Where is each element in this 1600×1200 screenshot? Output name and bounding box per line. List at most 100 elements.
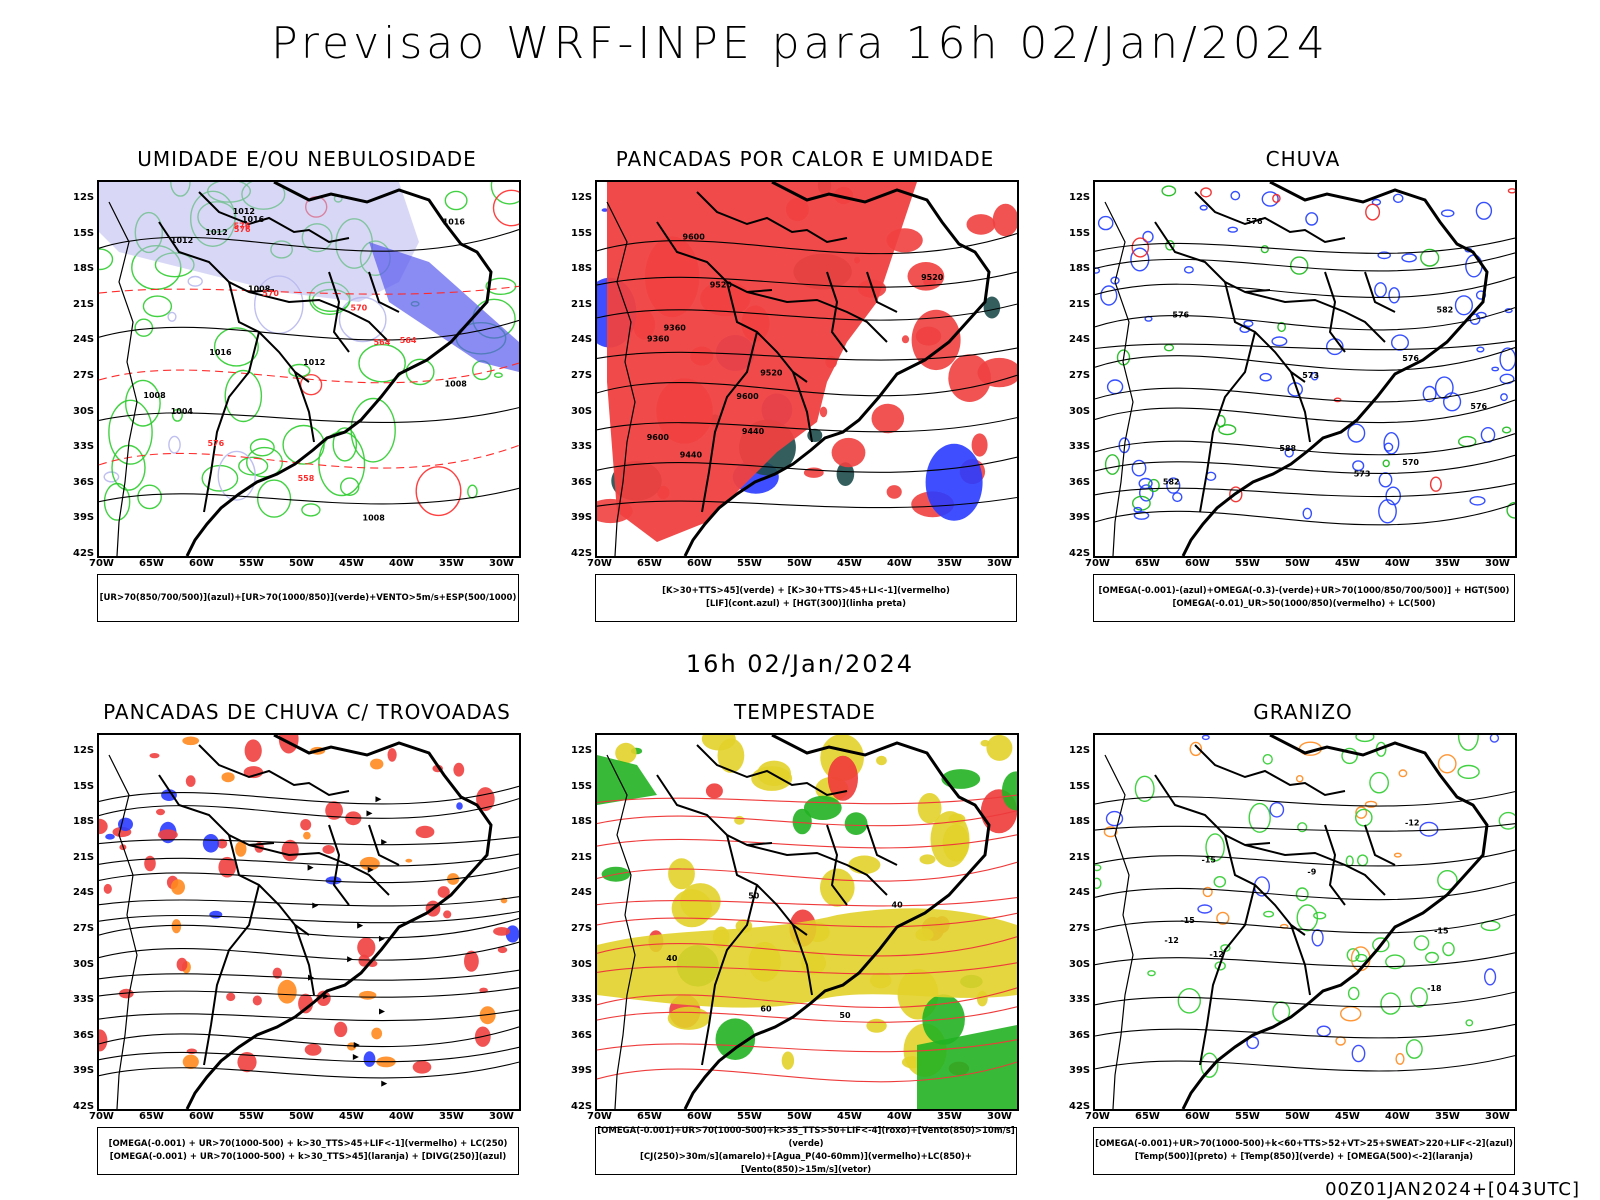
contour-value-label: 1004 <box>171 407 194 416</box>
contour-line <box>99 362 519 384</box>
contour-line <box>597 987 1017 1008</box>
country-border <box>792 371 813 443</box>
shaded-region <box>345 811 362 826</box>
contour-line <box>99 785 519 805</box>
shaded-region <box>1498 811 1515 830</box>
contour-value-label: 1012 <box>303 358 325 367</box>
shaded-region <box>1295 775 1304 783</box>
longitude-tick-label: 70W <box>89 1111 114 1122</box>
shaded-region <box>1355 953 1368 963</box>
coastline <box>683 735 991 1109</box>
contour-value-label: 1016 <box>443 218 466 227</box>
streamline-arrow <box>312 902 319 909</box>
shaded-region <box>1437 754 1457 774</box>
shaded-region <box>734 815 745 825</box>
latitude-tick-label: 12S <box>571 745 593 756</box>
shaded-region <box>202 834 219 853</box>
shaded-region <box>103 482 131 521</box>
shaded-region <box>1354 808 1373 827</box>
contour-line <box>1095 346 1515 371</box>
shaded-region <box>1262 753 1273 765</box>
legend-line: [CJ(250)>30m/s](amarelo)+[Agua_P(40-60mm… <box>639 1152 973 1175</box>
longitude-tick-label: 55W <box>1235 558 1260 569</box>
contour-line <box>99 319 519 341</box>
country-border <box>228 834 310 936</box>
latitude-tick-label: 18S <box>571 263 593 275</box>
shaded-region <box>1097 215 1114 231</box>
latitude-tick-label: 12S <box>73 192 95 203</box>
latitude-tick-label: 18S <box>73 263 95 275</box>
contour-line <box>1095 340 1515 351</box>
contour-value-label: 1012 <box>205 228 227 237</box>
legend-line: [Temp(500)](preto) + [Temp(850)](verde) … <box>1134 1152 1474 1162</box>
shaded-region <box>125 379 161 427</box>
shaded-region <box>1457 735 1479 751</box>
country-border <box>203 884 260 1066</box>
shaded-region <box>1131 237 1150 258</box>
latitude-tick-label: 21S <box>73 851 95 863</box>
latitude-tick-label: 15S <box>1069 227 1091 239</box>
streamline-arrow <box>367 866 374 873</box>
shaded-region <box>1213 875 1227 888</box>
country-border <box>1199 331 1256 513</box>
contour-line <box>597 271 1017 288</box>
longitude-tick-label: 35W <box>439 1111 464 1122</box>
panel-legend: [K>30+TTS>45](verde) + [K>30+TTS>45+LI<-… <box>595 574 1017 622</box>
latitude-tick-label: 30S <box>73 958 95 970</box>
panel-legend: [OMEGA(-0.001) + UR>70(1000-500) + k>30_… <box>97 1127 519 1175</box>
country-border <box>1154 774 1271 847</box>
longitude-tick-label: 70W <box>587 1111 612 1122</box>
contour-line <box>597 347 1017 361</box>
contour-value-label: 40 <box>666 954 678 963</box>
contour-line <box>1095 914 1515 934</box>
contour-line <box>1095 454 1515 474</box>
contour-line <box>597 861 1017 882</box>
longitude-tick-label: 40W <box>1385 1111 1410 1122</box>
shaded-region <box>186 1048 197 1055</box>
longitude-tick-label: 60W <box>1185 558 1210 569</box>
shaded-region <box>363 1051 376 1067</box>
contour-value-label: 570 <box>351 303 368 312</box>
shaded-region <box>1106 379 1124 395</box>
shaded-region <box>1229 486 1243 503</box>
country-border <box>746 291 888 343</box>
latitude-tick-label: 39S <box>571 1065 593 1077</box>
shaded-region <box>1166 477 1181 494</box>
shaded-region <box>876 755 887 766</box>
shaded-region <box>1392 193 1404 203</box>
contour-line <box>1095 849 1515 867</box>
forecast-map-panel: 588 582 582 576 576 573 570 576 573 576 <box>1093 180 1517 558</box>
contour-line <box>99 853 519 867</box>
latitude-tick-label: 12S <box>1069 192 1091 203</box>
shaded-region <box>171 919 182 934</box>
contour-value-label: -15 <box>1434 927 1449 936</box>
terrain-line <box>1104 201 1134 556</box>
shaded-region <box>986 735 1013 761</box>
shaded-region <box>941 769 981 789</box>
latitude-tick-label: 42S <box>73 548 95 559</box>
shaded-region <box>357 937 376 958</box>
contour-line <box>99 798 519 819</box>
contour-line <box>99 1026 519 1048</box>
shaded-region <box>1297 822 1308 833</box>
country-border <box>866 271 898 313</box>
shaded-region <box>1489 735 1500 743</box>
shaded-region <box>144 855 156 872</box>
shaded-region <box>668 858 695 890</box>
terrain-line <box>606 201 636 556</box>
longitude-tick-label: 45W <box>339 1111 364 1122</box>
contour-line <box>1095 952 1515 968</box>
latitude-tick-label: 18S <box>571 816 593 828</box>
shaded-region <box>370 758 384 770</box>
shaded-region <box>1454 295 1473 316</box>
contour-line <box>1095 483 1515 498</box>
contour-line <box>597 1039 1017 1053</box>
shaded-region <box>1420 248 1440 267</box>
contour-value-label: 50 <box>748 891 760 900</box>
country-border <box>701 884 758 1066</box>
shaded-region <box>1372 937 1390 953</box>
forecast-map-panel: 1008 1008 1008 1004 1008 1012 1012 1016 1012 1016… <box>97 180 521 558</box>
country-border <box>1364 824 1396 866</box>
shaded-region <box>820 868 855 907</box>
shaded-region <box>1248 802 1271 833</box>
